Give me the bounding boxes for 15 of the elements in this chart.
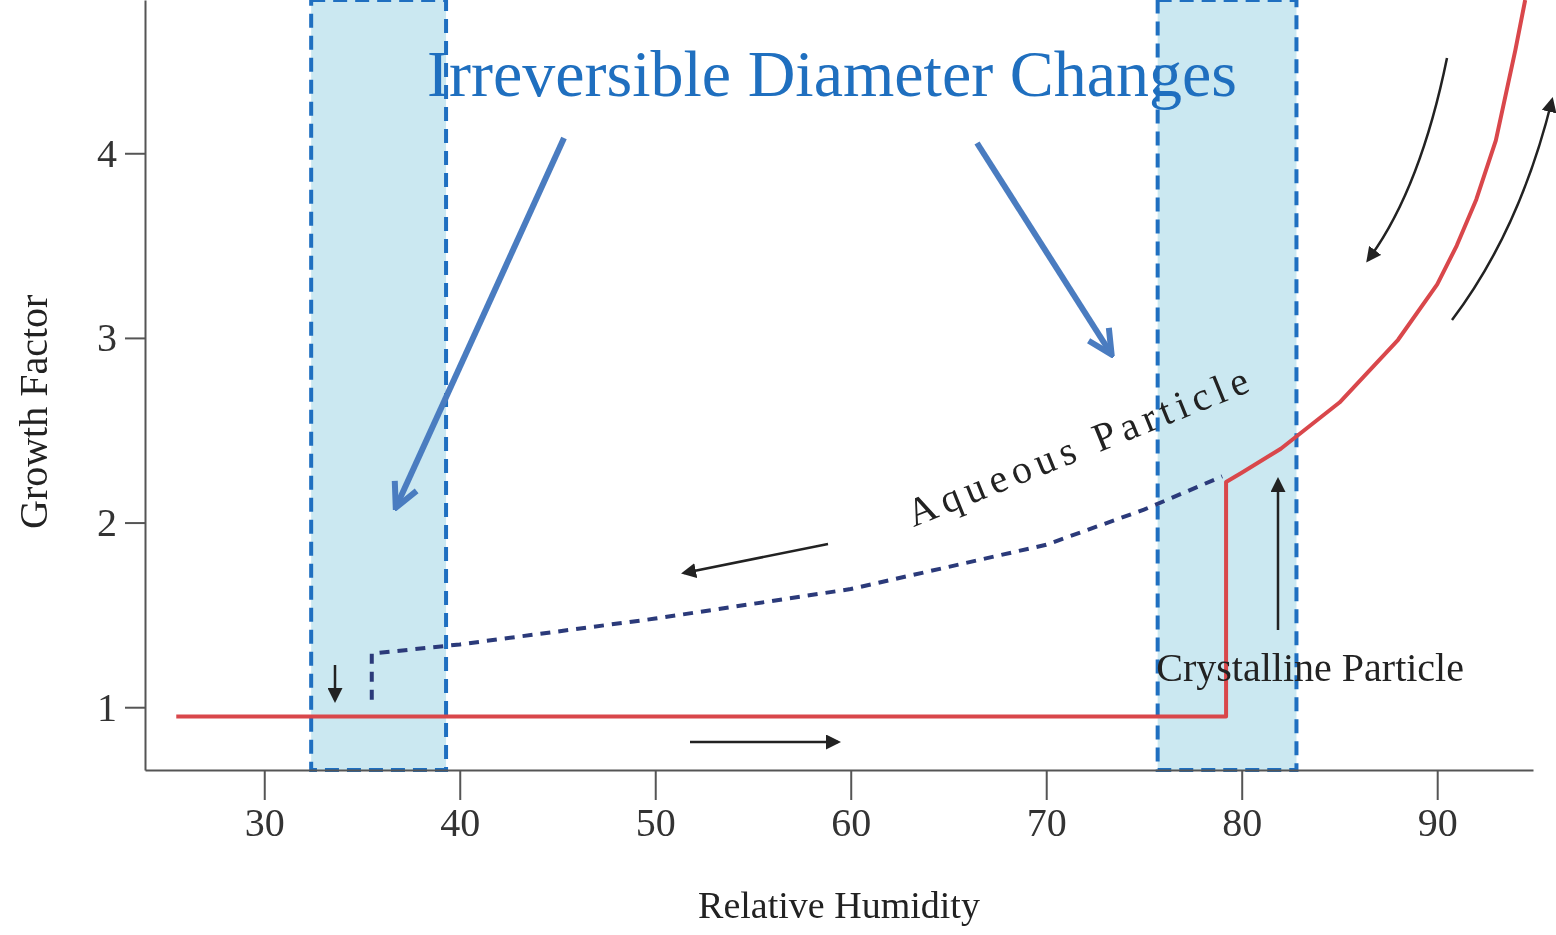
x-axis-title: Relative Humidity <box>698 884 980 926</box>
x-tick-label: 40 <box>440 800 481 846</box>
x-tick-label: 90 <box>1417 800 1458 846</box>
y-axis-title: Growth Factor <box>11 294 56 529</box>
text: Irreversible Diameter Changes <box>427 37 1237 110</box>
x-tick-label: 70 <box>1026 800 1067 846</box>
x-tick-label: 60 <box>831 800 872 846</box>
y-tick-label: 1 <box>97 684 117 730</box>
y-tick-label: 3 <box>97 315 117 361</box>
line-series <box>174 0 1528 719</box>
y-tick-label: 2 <box>97 499 117 545</box>
x-tick-label: 30 <box>244 800 285 846</box>
y-tick-label: 4 <box>97 130 117 176</box>
x-tick-label: 50 <box>635 800 676 846</box>
x-tick-label: 80 <box>1222 800 1263 846</box>
